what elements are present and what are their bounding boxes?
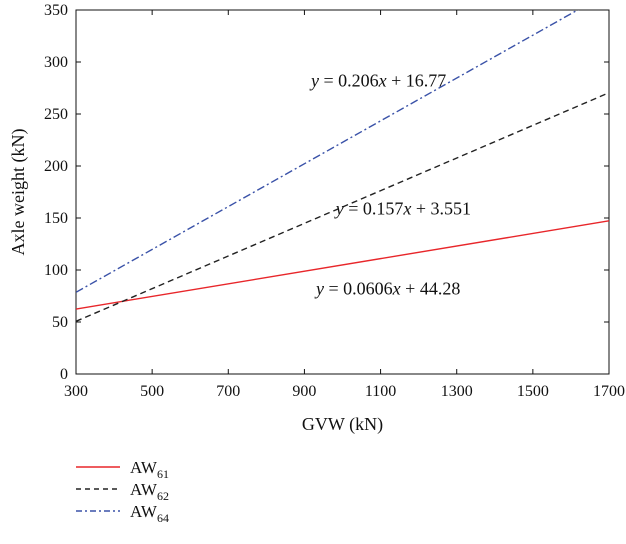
x-tick-label: 900 [292,383,316,400]
y-tick-label: 200 [44,158,68,175]
y-tick-label: 50 [52,314,68,331]
regression-equation: y = 0.206x + 16.77 [309,71,446,91]
regression-equation: y = 0.157x + 3.551 [334,199,471,219]
y-tick-label: 0 [60,366,68,383]
x-tick-label: 1300 [441,383,473,400]
annotations: y = 0.206x + 16.77 y = 0.157x + 3.551 y = … [309,71,471,299]
series-line-aw62 [76,92,609,322]
series-line-aw61 [76,220,609,310]
x-tick-label: 1500 [517,383,549,400]
y-tick-label: 250 [44,106,68,123]
legend-label: AW61 [130,458,169,481]
x-tick-label: 300 [64,383,88,400]
x-tick-label: 700 [216,383,240,400]
series-line-aw64 [76,10,580,293]
axes: 300 500 700 900 1100 1300 1500 1700 0 50 100 150 200… [8,2,625,435]
y-axis-title: Axle weight (kN) [8,129,29,256]
plot-frame [75,9,610,375]
x-axis-title: GVW (kN) [302,414,383,435]
x-tick-label: 1100 [365,383,396,400]
y-tick-label: 150 [44,210,68,227]
legend-label: AW64 [130,502,169,525]
x-tick-label: 1700 [593,383,625,400]
y-tick-label: 350 [44,2,68,19]
x-tick-label: 500 [140,383,164,400]
series-group [76,10,609,322]
regression-equation: y = 0.0606x + 44.28 [314,279,460,299]
legend-label: AW62 [130,480,169,503]
y-tick-label: 100 [44,262,68,279]
y-tick-label: 300 [44,54,68,71]
